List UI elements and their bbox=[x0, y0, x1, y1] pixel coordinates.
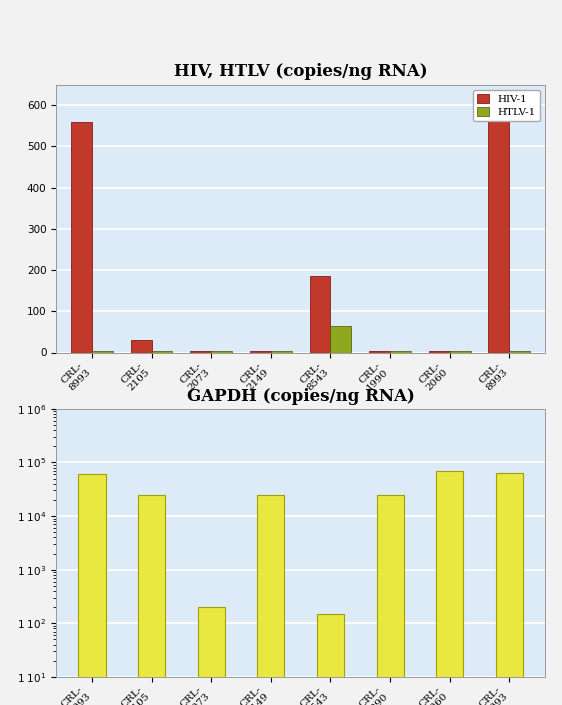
Bar bbox=[71, 122, 92, 352]
Bar bbox=[377, 495, 404, 705]
Bar bbox=[79, 474, 106, 705]
Bar bbox=[310, 276, 330, 352]
Bar bbox=[138, 495, 165, 705]
Bar bbox=[198, 607, 225, 705]
Bar bbox=[131, 340, 152, 352]
Bar bbox=[152, 351, 173, 352]
Bar bbox=[317, 614, 344, 705]
Bar bbox=[92, 351, 113, 352]
Bar bbox=[429, 351, 450, 352]
Bar bbox=[509, 351, 530, 352]
Bar bbox=[450, 351, 470, 352]
Bar bbox=[257, 495, 284, 705]
Bar bbox=[436, 471, 463, 705]
Bar bbox=[488, 109, 509, 352]
Bar bbox=[369, 351, 390, 352]
Title: GAPDH (copies/ng RNA): GAPDH (copies/ng RNA) bbox=[187, 388, 415, 405]
Bar bbox=[496, 472, 523, 705]
Bar bbox=[390, 351, 411, 352]
Bar bbox=[250, 351, 271, 352]
Title: HIV, HTLV (copies/ng RNA): HIV, HTLV (copies/ng RNA) bbox=[174, 63, 428, 80]
Bar bbox=[271, 351, 292, 352]
Bar bbox=[211, 351, 232, 352]
Bar bbox=[330, 326, 351, 352]
Legend: HIV-1, HTLV-1: HIV-1, HTLV-1 bbox=[473, 90, 540, 121]
Bar bbox=[191, 351, 211, 352]
